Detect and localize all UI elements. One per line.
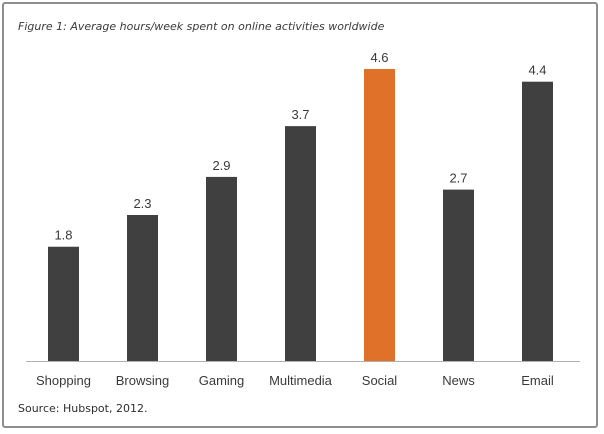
bar-multimedia: [285, 126, 316, 361]
chart-title: Figure 1: Average hours/week spent on on…: [18, 20, 385, 33]
labels-group: 1.8 Shopping 2.3 Browsing 2.9 Gaming 3.7 Multim…: [36, 50, 554, 388]
category-label-shopping: Shopping: [36, 373, 91, 388]
bar-browsing: [127, 215, 158, 361]
bars-group: [48, 69, 553, 362]
value-label-email: 4.4: [528, 63, 546, 78]
value-label-gaming: 2.9: [212, 158, 230, 173]
category-label-browsing: Browsing: [116, 373, 169, 388]
value-label-social: 4.6: [370, 50, 388, 65]
category-label-email: Email: [521, 373, 554, 388]
category-label-news: News: [442, 373, 475, 388]
value-label-shopping: 1.8: [54, 228, 72, 243]
category-label-social: Social: [362, 373, 398, 388]
bar-social: [364, 69, 395, 361]
chart-source: Source: Hubspot, 2012.: [18, 402, 148, 415]
category-label-multimedia: Multimedia: [269, 373, 333, 388]
category-label-gaming: Gaming: [199, 373, 245, 388]
value-label-browsing: 2.3: [133, 196, 151, 211]
value-label-multimedia: 3.7: [291, 107, 309, 122]
bar-news: [443, 189, 474, 361]
bar-gaming: [206, 176, 237, 361]
bar-shopping: [48, 246, 79, 361]
bar-email: [522, 81, 553, 362]
value-label-news: 2.7: [449, 171, 467, 186]
